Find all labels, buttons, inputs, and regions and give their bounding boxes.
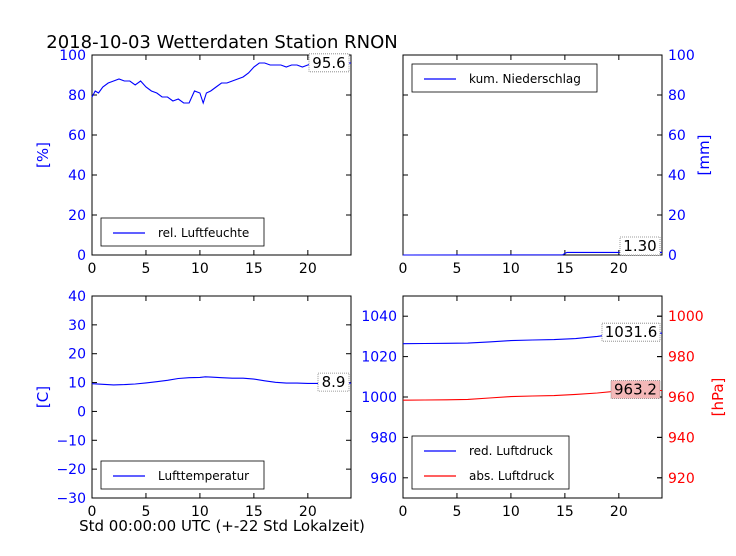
value-box [601,322,661,342]
legend-label: Lufttemperatur [158,469,249,483]
x-tick-label: 10 [191,504,209,520]
y-tick-label: 1000 [361,390,397,406]
y-axis-label: [mm] [695,135,713,176]
y-tick-label: 40 [68,168,86,184]
y-tick-label: 0 [668,248,677,264]
value-box [619,236,661,256]
x-tick-label: 0 [88,261,97,277]
y-tick-label: −30 [56,491,86,507]
x-tick-label: 10 [191,261,209,277]
y-tick-label: 0 [77,404,86,420]
x-tick-label: 20 [299,504,317,520]
panel-humidity: 0 5 10 15 20 0 20 40 60 80 100 [%] 95.6 rel. Luftfeuc… [34,48,352,277]
value-box-label: 95.6 [312,54,345,72]
y-tick-label: 10 [68,376,86,392]
value-box-label: 1.30 [623,237,656,255]
value-box-label: 8.9 [322,373,346,391]
y-tick-label-right: 980 [668,350,695,366]
x-tick-label: 20 [610,261,628,277]
y-tick-label-right: 1000 [668,309,704,325]
legend-box [100,460,265,490]
x-tick-label: 15 [245,261,263,277]
y-tick-label: 0 [77,248,86,264]
series-line-rel-luftfeuchte [91,62,351,105]
series-line-kum-niederschlag [402,251,662,256]
x-tick-label: 5 [141,504,150,520]
y-tick-label: 20 [668,208,686,224]
y-tick-label: 30 [68,318,86,334]
y-tick-label: 60 [68,128,86,144]
y-tick-label: 100 [668,48,695,64]
legend-box [411,63,598,93]
x-tick-label: 10 [502,504,520,520]
y-axis-label: [C] [34,386,52,408]
x-tick-label: 20 [610,504,628,520]
x-tick-label: 15 [245,504,263,520]
y-tick-label: 80 [668,88,686,104]
legend-box [411,435,570,490]
y-tick-label: 60 [668,128,686,144]
figure-title: 2018-10-03 Wetterdaten Station RNON [46,32,397,53]
value-box-label: 1031.6 [605,323,658,341]
panel-temperature: 0 5 10 15 20 −30 −20 −10 0 10 20 30 40 [C] 8.9 Lufttemp… [34,289,352,520]
value-box [308,53,350,73]
figure-xlabel: Std 00:00:00 UTC (+-22 Std Lokalzeit) [79,517,365,535]
plot-frame [91,54,352,256]
x-tick-label: 15 [556,504,574,520]
x-tick-label: 5 [452,504,461,520]
y-tick-label-right: 940 [668,430,695,446]
y-tick-label: 960 [370,471,397,487]
x-tick-label: 15 [556,261,574,277]
value-box [610,380,661,399]
y-tick-label: 40 [668,168,686,184]
x-tick-label: 5 [141,261,150,277]
x-tick-label: 0 [399,504,408,520]
y-tick-label: 100 [59,48,86,64]
x-tick-label: 10 [502,261,520,277]
series-line-lufttemperatur [91,376,351,386]
y-tick-label: 40 [68,289,86,305]
legend-label: rel. Luftfeuchte [158,226,249,240]
value-box [317,372,350,392]
legend-box [100,217,265,247]
y-axis-label-right: [hPa] [709,378,727,417]
y-tick-label-right: 920 [668,471,695,487]
value-box-label: 963.2 [614,381,657,399]
panel-precipitation: 0 5 10 15 20 0 20 40 60 80 100 [mm] 1.30 kum. Nieders… [399,48,713,277]
y-tick-label: −20 [56,462,86,478]
x-tick-label: 0 [88,504,97,520]
panel-pressure: 0 5 10 15 20 960 980 1000 1020 1040 920 940 960 980 10… [361,295,727,520]
plot-frame [91,295,352,499]
y-tick-label: 980 [370,430,397,446]
legend-label: abs. Luftdruck [469,469,554,483]
x-tick-label: 5 [452,261,461,277]
y-tick-label-right: 960 [668,390,695,406]
legend-label: kum. Niederschlag [469,72,581,86]
y-tick-label: 1020 [361,350,397,366]
y-tick-label: 1040 [361,309,397,325]
x-tick-label: 20 [299,261,317,277]
x-tick-label: 0 [399,261,408,277]
legend-label: red. Luftdruck [469,444,553,458]
y-axis-label: [%] [34,142,52,168]
y-tick-label: −10 [56,433,86,449]
y-tick-label: 20 [68,208,86,224]
y-tick-label: 80 [68,88,86,104]
y-tick-label: 20 [68,347,86,363]
